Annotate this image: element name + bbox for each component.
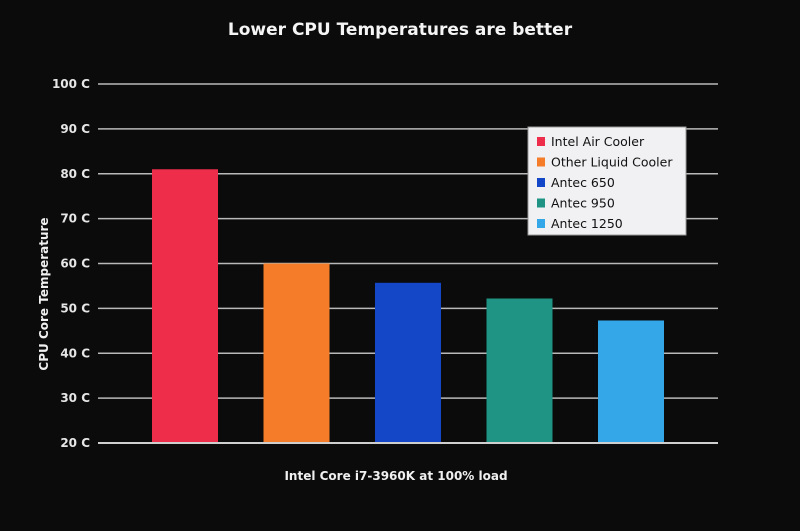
legend-swatch	[537, 137, 545, 146]
legend-label: Intel Air Cooler	[551, 134, 645, 149]
legend-label: Other Liquid Cooler	[551, 155, 673, 170]
legend-swatch	[537, 219, 545, 228]
y-tick-label: 80 C	[60, 167, 90, 181]
y-tick-label: 40 C	[60, 346, 90, 360]
bar	[598, 320, 664, 443]
y-tick-label: 60 C	[60, 257, 90, 271]
legend-label: Antec 650	[551, 175, 615, 190]
legend-swatch	[537, 198, 545, 208]
y-tick-label: 30 C	[60, 391, 90, 405]
x-axis-title: Intel Core i7-3960K at 100% load	[284, 469, 507, 483]
legend-box	[527, 126, 687, 236]
legend-swatch	[537, 178, 545, 187]
bar	[152, 169, 218, 443]
chart-title: Lower CPU Temperatures are better	[227, 20, 573, 40]
bar	[375, 282, 441, 443]
y-axis-title: CPU Core Temperature	[37, 217, 51, 370]
y-tick-label: 20 C	[60, 436, 90, 450]
bar	[486, 298, 553, 443]
y-tick-label: 90 C	[60, 122, 90, 136]
legend-label: Antec 950	[551, 196, 615, 211]
y-tick-label: 50 C	[60, 301, 90, 315]
bar	[263, 263, 330, 443]
legend-label: Antec 1250	[551, 216, 623, 231]
legend-swatch	[537, 157, 545, 167]
y-tick-label: 100 C	[52, 77, 90, 91]
y-tick-label: 70 C	[60, 212, 90, 226]
